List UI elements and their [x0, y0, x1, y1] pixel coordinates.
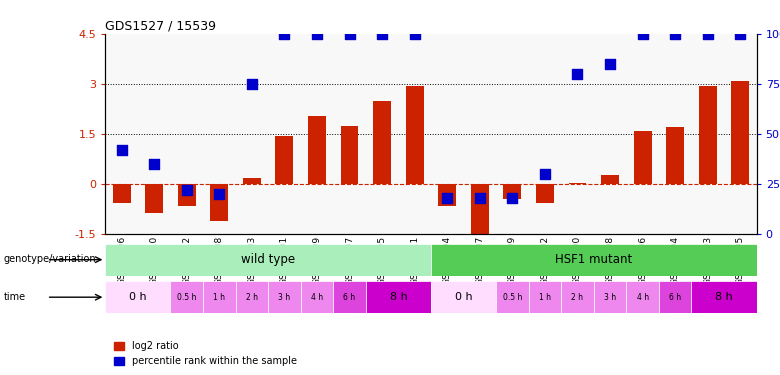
Text: 1 h: 1 h — [213, 292, 225, 302]
Point — [343, 31, 356, 37]
Text: 0 h: 0 h — [455, 292, 473, 302]
Text: 8 h: 8 h — [715, 292, 733, 302]
Point — [213, 191, 225, 197]
Bar — [373, 100, 391, 184]
Bar — [626, 281, 659, 313]
Bar — [275, 136, 293, 184]
Bar — [236, 281, 268, 313]
Text: 0.5 h: 0.5 h — [502, 292, 522, 302]
Text: 4 h: 4 h — [636, 292, 649, 302]
Bar — [536, 184, 554, 203]
Bar — [496, 281, 529, 313]
Point — [278, 31, 291, 37]
Bar — [569, 183, 587, 184]
Text: HSF1 mutant: HSF1 mutant — [555, 253, 633, 266]
Point — [180, 187, 193, 193]
Bar — [341, 126, 359, 184]
Bar — [178, 184, 196, 206]
Bar — [529, 281, 562, 313]
Point — [604, 61, 616, 67]
Point — [115, 147, 128, 153]
Bar — [211, 184, 229, 221]
Bar — [562, 281, 594, 313]
Bar — [431, 281, 496, 313]
Bar — [308, 116, 326, 184]
Legend: log2 ratio, percentile rank within the sample: log2 ratio, percentile rank within the s… — [110, 338, 300, 370]
Bar — [268, 281, 301, 313]
Text: genotype/variation: genotype/variation — [4, 255, 97, 264]
Point — [539, 171, 551, 177]
Bar — [406, 86, 424, 184]
Point — [148, 161, 161, 167]
Text: time: time — [4, 292, 26, 302]
Point — [473, 195, 486, 201]
Bar — [431, 244, 757, 276]
Bar — [366, 281, 431, 313]
Bar — [503, 184, 521, 199]
Bar — [112, 184, 130, 203]
Point — [506, 195, 519, 201]
Bar — [170, 281, 203, 313]
Text: GDS1527 / 15539: GDS1527 / 15539 — [105, 20, 216, 33]
Point — [636, 31, 649, 37]
Bar — [333, 281, 366, 313]
Text: 8 h: 8 h — [389, 292, 407, 302]
Text: 4 h: 4 h — [311, 292, 323, 302]
Text: 2 h: 2 h — [572, 292, 583, 302]
Bar — [105, 244, 431, 276]
Bar — [438, 184, 456, 206]
Point — [441, 195, 453, 201]
Bar — [145, 184, 163, 213]
Bar — [203, 281, 236, 313]
Point — [701, 31, 714, 37]
Bar — [633, 131, 651, 184]
Text: wild type: wild type — [241, 253, 295, 266]
Bar — [594, 281, 626, 313]
Bar — [692, 281, 757, 313]
Bar — [659, 281, 692, 313]
Text: 0.5 h: 0.5 h — [177, 292, 197, 302]
Point — [310, 31, 323, 37]
Point — [571, 71, 583, 77]
Point — [376, 31, 388, 37]
Text: 6 h: 6 h — [343, 292, 356, 302]
Text: 1 h: 1 h — [539, 292, 551, 302]
Point — [409, 31, 421, 37]
Bar — [471, 184, 489, 238]
Text: 0 h: 0 h — [129, 292, 147, 302]
Text: 6 h: 6 h — [669, 292, 681, 302]
Point — [669, 31, 682, 37]
Bar — [666, 128, 684, 184]
Point — [246, 81, 258, 87]
Bar — [732, 81, 750, 184]
Bar — [699, 86, 717, 184]
Text: 3 h: 3 h — [278, 292, 290, 302]
Point — [734, 31, 746, 37]
Bar — [601, 175, 619, 184]
Bar — [243, 177, 261, 184]
Text: 2 h: 2 h — [246, 292, 258, 302]
Text: 3 h: 3 h — [604, 292, 616, 302]
Bar — [105, 281, 170, 313]
Bar — [301, 281, 333, 313]
